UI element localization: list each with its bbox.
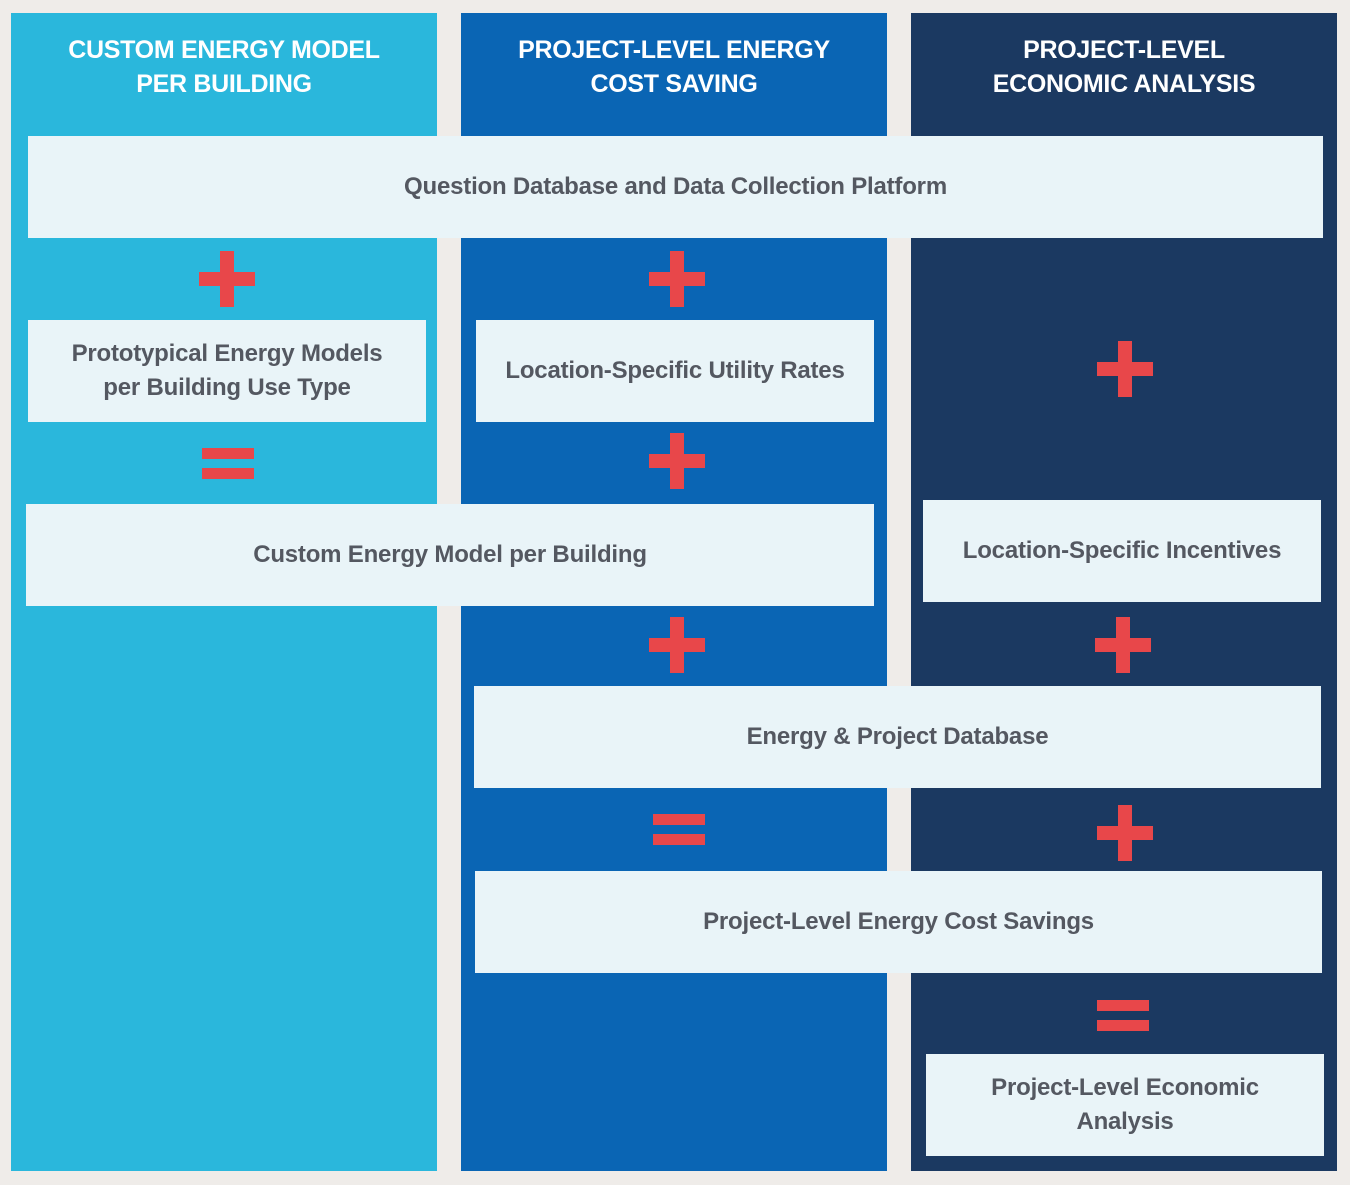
plus-icon (1096, 804, 1154, 862)
plus-icon (1096, 340, 1154, 398)
plus-icon (1094, 616, 1152, 674)
box-location-specific-incentives: Location-Specific Incentives (923, 500, 1321, 602)
box-question-database: Question Database and Data Collection Pl… (28, 136, 1323, 238)
box-location-specific-utility-rates: Location-Specific Utility Rates (476, 320, 874, 422)
box-energy-project-database: Energy & Project Database (474, 686, 1321, 788)
box-prototypical-energy-models: Prototypical Energy Models per Building … (28, 320, 426, 422)
plus-icon (648, 432, 706, 490)
equals-icon (199, 434, 257, 492)
equals-icon (650, 800, 708, 858)
plus-icon (648, 250, 706, 308)
plus-icon (648, 616, 706, 674)
plus-icon (198, 250, 256, 308)
column-header-project-level-economic-analysis: PROJECT-LEVEL ECONOMIC ANALYSIS (992, 36, 1256, 98)
box-project-level-energy-cost-savings: Project-Level Energy Cost Savings (475, 871, 1322, 973)
column-header-project-level-energy-cost-saving: PROJECT-LEVEL ENERGY COST SAVING (518, 36, 830, 98)
box-custom-energy-model-per-building: Custom Energy Model per Building (26, 504, 874, 606)
equals-icon (1094, 986, 1152, 1044)
column-header-custom-energy-model: CUSTOM ENERGY MODEL PER BUILDING (68, 36, 380, 98)
box-project-level-economic-analysis: Project-Level Economic Analysis (926, 1054, 1324, 1156)
